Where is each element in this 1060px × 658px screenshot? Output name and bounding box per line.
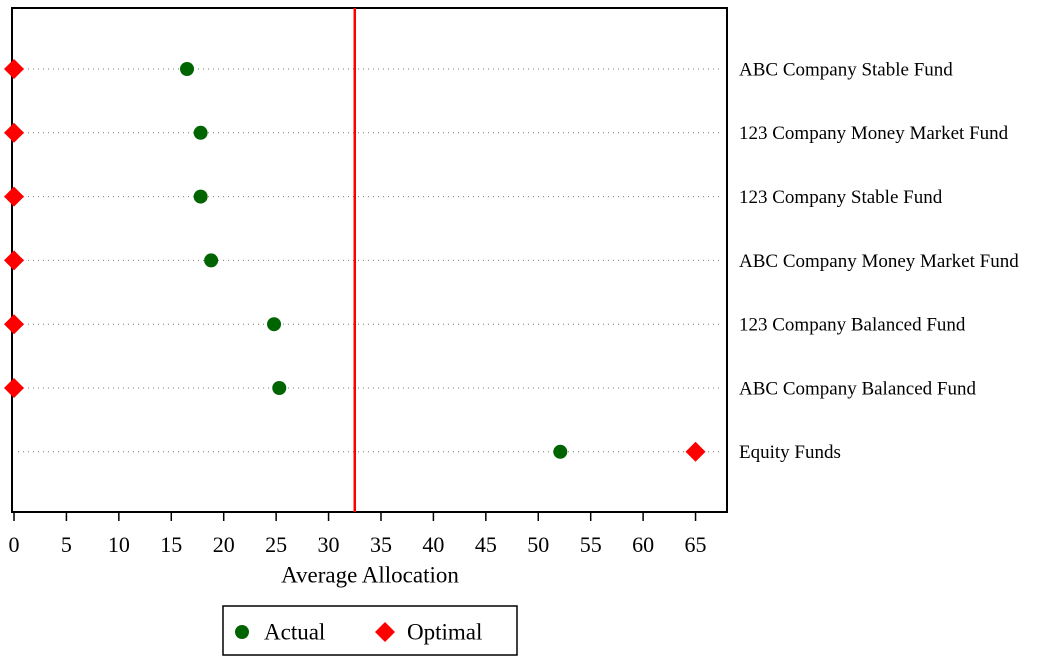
category-label: 123 Company Balanced Fund bbox=[739, 315, 966, 336]
x-tick-label: 55 bbox=[580, 532, 602, 557]
dot-marker bbox=[193, 125, 208, 140]
x-tick-label: 30 bbox=[318, 532, 340, 557]
dot-marker bbox=[180, 62, 195, 76]
diamond-marker bbox=[4, 314, 24, 335]
plot-frame bbox=[11, 7, 728, 513]
legend-marker bbox=[375, 622, 395, 642]
diamond-marker bbox=[4, 122, 24, 143]
x-tick-label: 15 bbox=[160, 532, 182, 557]
diamond-marker bbox=[4, 378, 24, 398]
category-label: 123 Company Money Market Fund bbox=[739, 123, 1009, 144]
x-tick-label: 40 bbox=[422, 532, 444, 557]
legend-marker bbox=[235, 625, 249, 639]
x-tick-label: 0 bbox=[9, 532, 20, 557]
x-tick-label: 60 bbox=[632, 532, 654, 557]
diamond-marker bbox=[685, 441, 706, 462]
x-tick-label: 10 bbox=[108, 532, 130, 557]
x-tick-label: 20 bbox=[213, 532, 235, 557]
x-tick-label: 65 bbox=[685, 532, 707, 557]
dot-marker bbox=[272, 381, 287, 395]
x-tick-label: 35 bbox=[370, 532, 392, 557]
dot-marker bbox=[204, 253, 219, 268]
x-tick-label: 45 bbox=[475, 532, 497, 557]
x-axis-title: Average Allocation bbox=[281, 562, 459, 587]
x-tick-label: 50 bbox=[527, 532, 549, 557]
category-label: ABC Company Balanced Fund bbox=[739, 378, 976, 399]
category-label: 123 Company Stable Fund bbox=[739, 187, 943, 208]
dot-marker bbox=[553, 444, 568, 459]
diamond-marker bbox=[4, 186, 24, 207]
dot-marker bbox=[267, 317, 282, 332]
legend-box bbox=[222, 605, 518, 656]
x-tick-label: 25 bbox=[265, 532, 287, 557]
category-label: ABC Company Stable Fund bbox=[739, 59, 953, 80]
category-label: ABC Company Money Market Fund bbox=[739, 251, 1019, 272]
diamond-marker bbox=[4, 59, 24, 79]
x-tick-label: 5 bbox=[61, 532, 72, 557]
legend-label: Optimal bbox=[407, 619, 482, 644]
legend-label: Actual bbox=[264, 619, 325, 644]
category-label: Equity Funds bbox=[739, 442, 841, 463]
diamond-marker bbox=[4, 250, 24, 271]
dot-marker bbox=[193, 189, 208, 204]
